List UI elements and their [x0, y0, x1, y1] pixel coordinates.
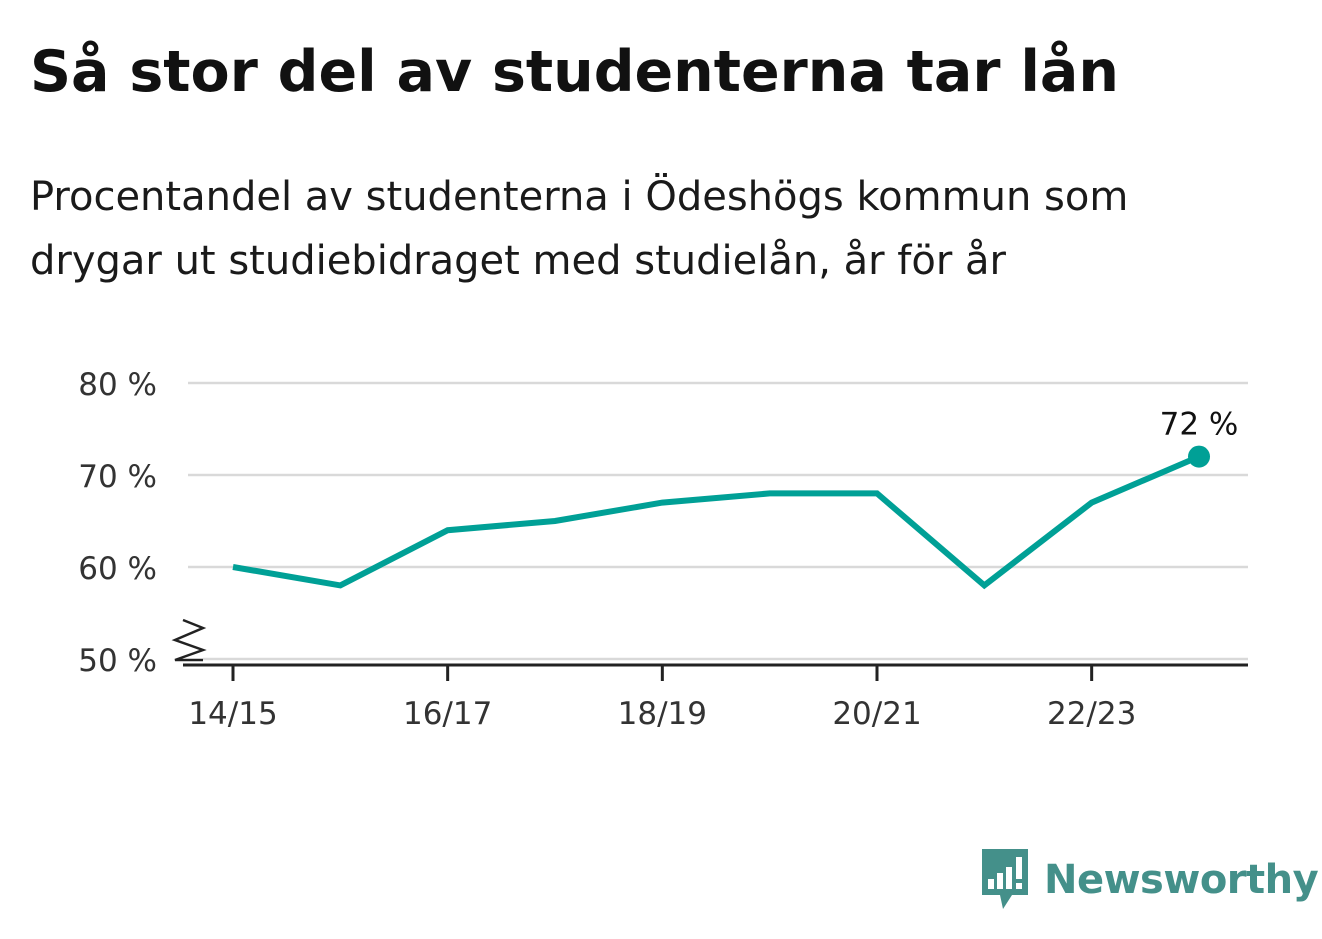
- brand-name: Newsworthy: [1044, 857, 1319, 903]
- x-tick-label: 18/19: [618, 696, 707, 732]
- y-tick-label: 50 %: [78, 643, 157, 679]
- y-tick-label: 60 %: [78, 551, 157, 587]
- y-axis: 50 % 60 % 70 % 80 %: [78, 367, 207, 679]
- series-layer: [232, 445, 1210, 590]
- y-tick-label: 70 %: [78, 459, 157, 495]
- x-tick-label: 20/21: [832, 696, 921, 732]
- last-point-label: 72 %: [1160, 407, 1239, 443]
- x-axis: 14/15 16/17 18/19 20/21 22/23: [183, 663, 1248, 732]
- chart-subtitle: Procentandel av studenterna i Ödeshögs k…: [30, 174, 1129, 284]
- chart-title: Så stor del av studenterna tar lån: [30, 39, 1119, 105]
- gridlines: [188, 381, 1248, 661]
- newsworthy-brand: Newsworthy: [980, 848, 1319, 912]
- newsworthy-logo-icon: [982, 849, 1028, 909]
- axis-break-icon: [171, 618, 207, 662]
- last-point-marker: [1188, 445, 1210, 468]
- x-tick-label: 16/17: [403, 696, 492, 732]
- x-tick-label: 22/23: [1047, 696, 1136, 732]
- y-tick-label: 80 %: [78, 367, 157, 403]
- series-line: [232, 453, 1201, 590]
- data-label-layer: 72 %: [1160, 407, 1239, 443]
- x-tick-label: 14/15: [188, 696, 277, 732]
